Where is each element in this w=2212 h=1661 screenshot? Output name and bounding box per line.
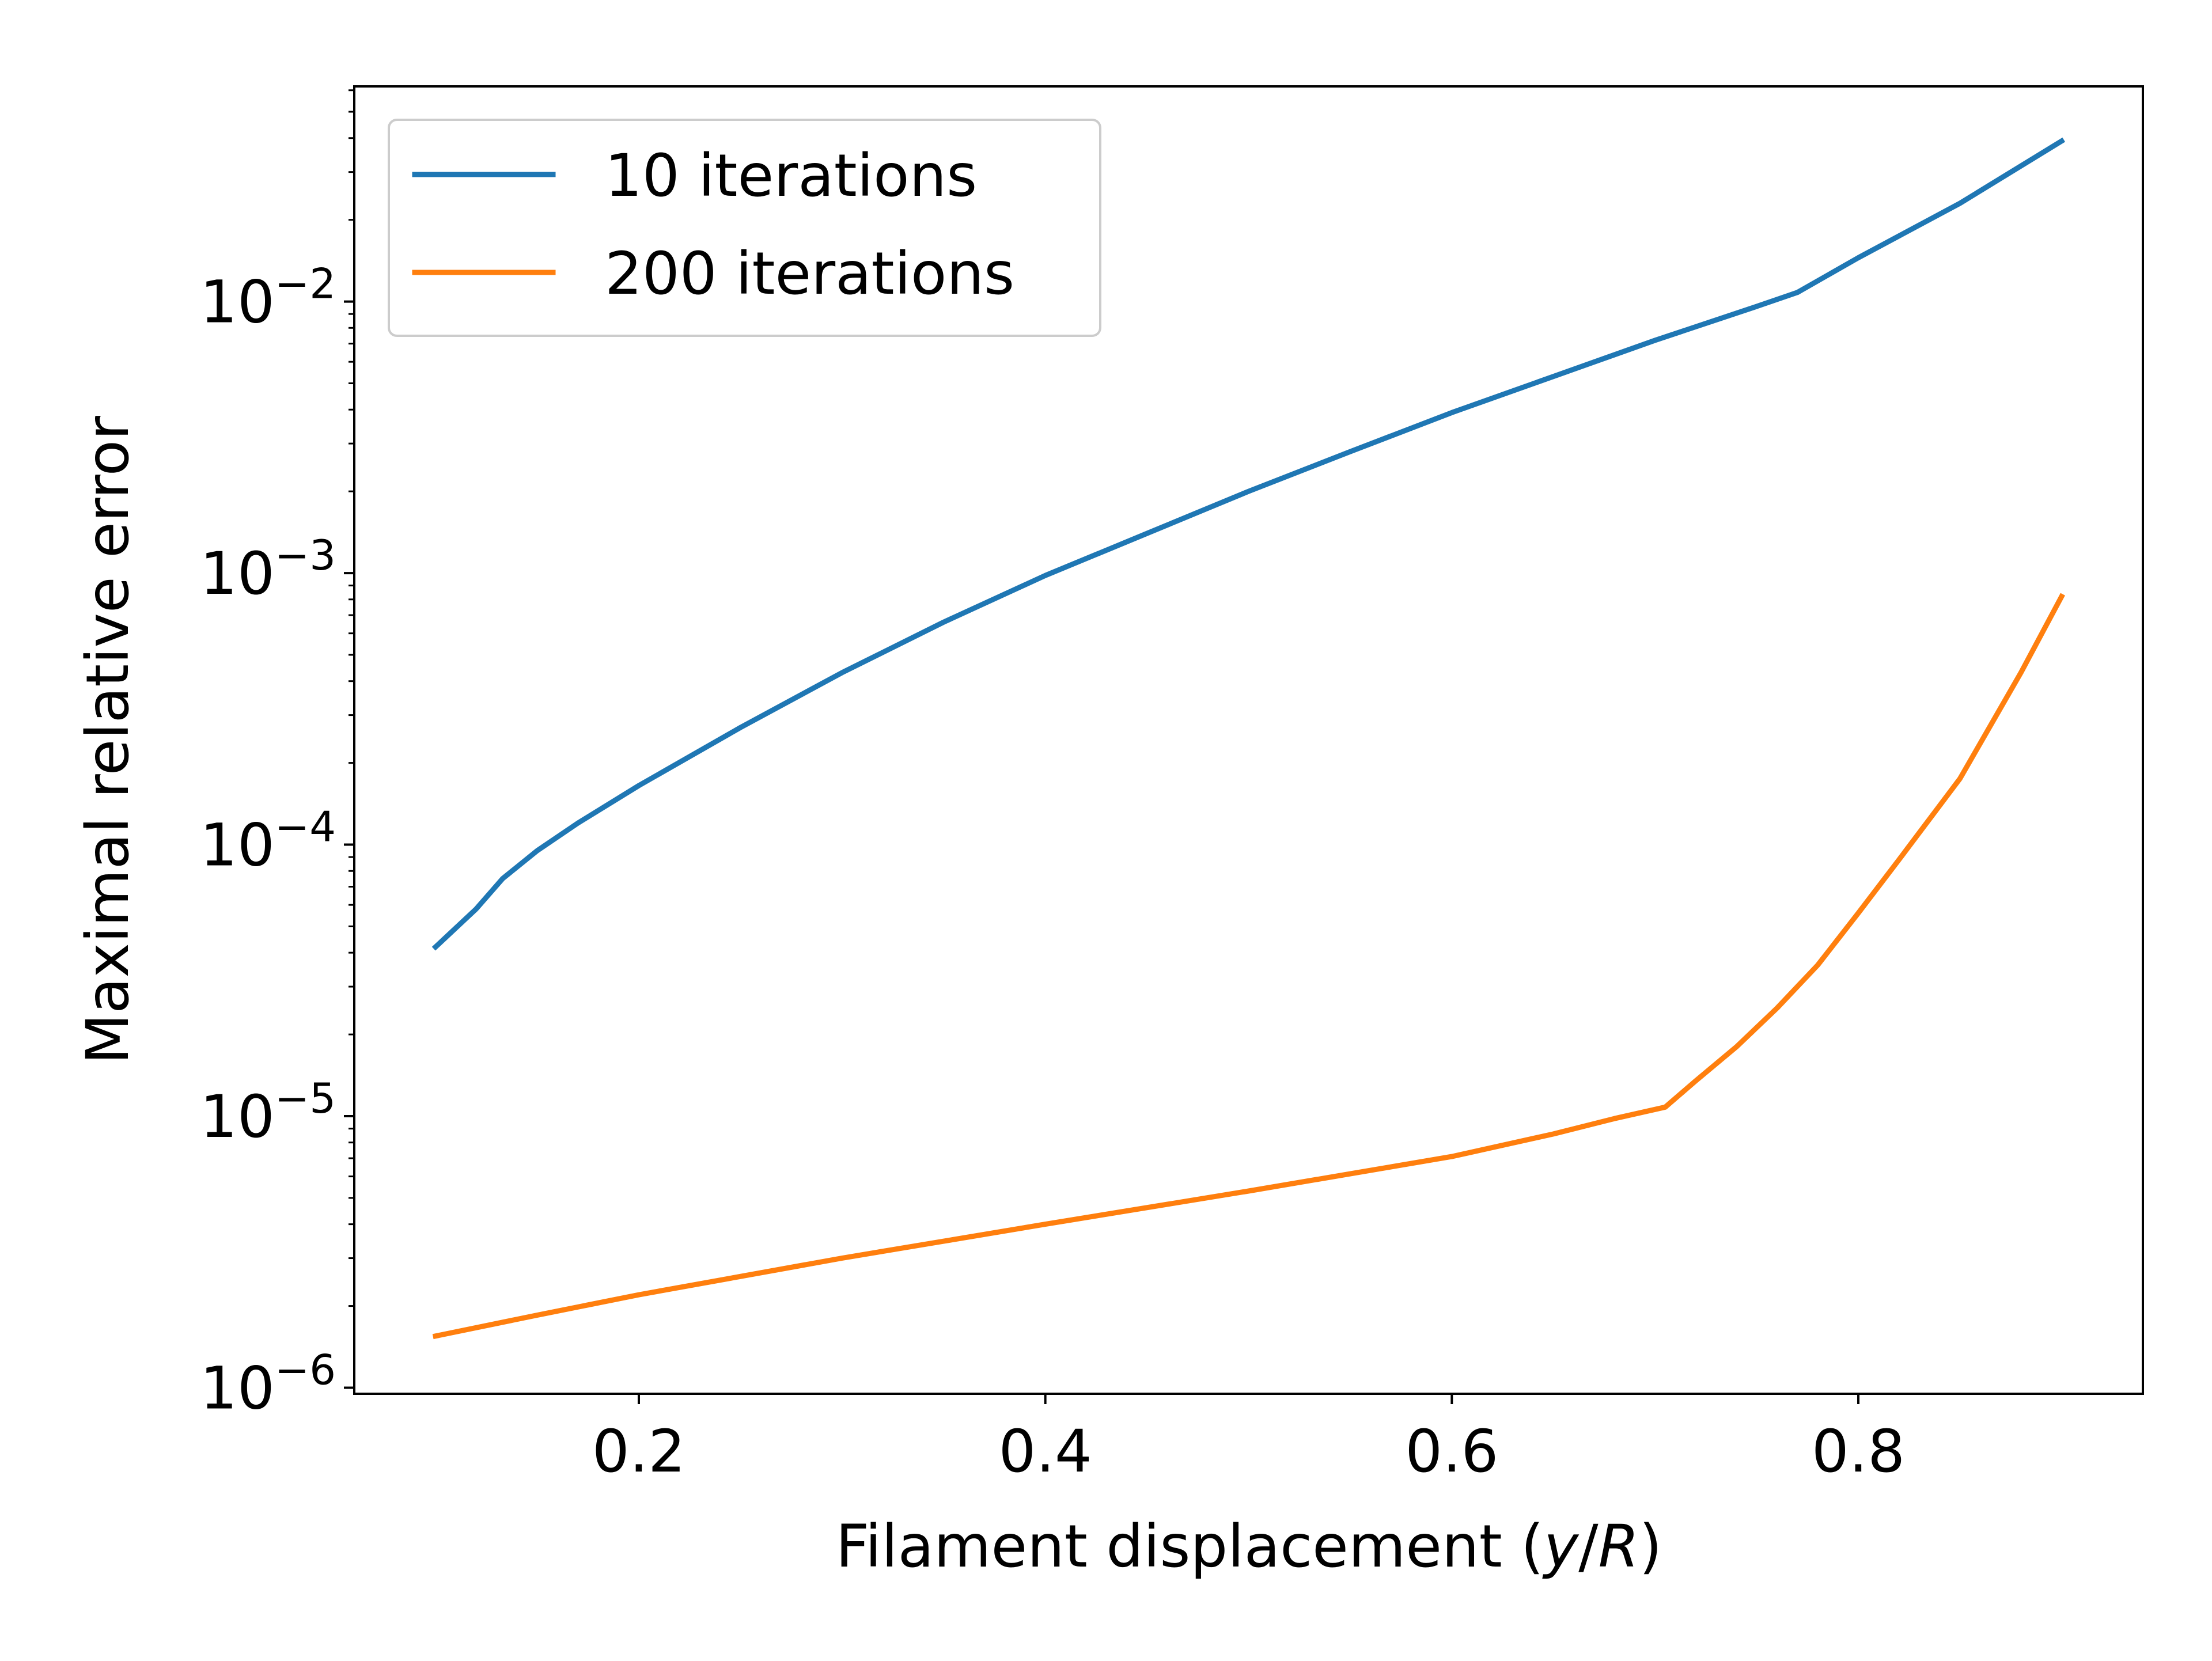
x-tick-label: 0.6 [1405, 1417, 1498, 1486]
x-axis-label-suffix: ) [1639, 1512, 1662, 1581]
plot-lines [431, 137, 2066, 1340]
x-axis-label-var-y: y [1542, 1512, 1580, 1581]
legend-box [388, 119, 1101, 337]
y-tick-label: 10−4 [200, 803, 336, 880]
x-axis-label: Filament displacement (y/R) [836, 1512, 1662, 1581]
y-tick-label: 10−3 [200, 531, 336, 608]
y-tick-label: 10−5 [200, 1074, 336, 1151]
x-axis-label-var-r: R [1599, 1512, 1639, 1581]
y-tick-label: 10−2 [200, 260, 336, 337]
y-axis-label: Maximal relative error [74, 416, 142, 1064]
series-line-10-iterations [431, 137, 2066, 951]
x-axis-label-prefix: Filament displacement ( [836, 1512, 1544, 1581]
legend-label-10-iterations: 10 iterations [605, 142, 977, 210]
x-axis-label-sep: / [1578, 1512, 1599, 1581]
y-tick-label: 10−6 [200, 1345, 336, 1423]
series-line-200-iterations [432, 593, 2065, 1340]
legend: 10 iterations 200 iterations [388, 119, 1101, 337]
x-tick-label: 0.8 [1812, 1417, 1905, 1486]
legend-label-200-iterations: 200 iterations [605, 240, 1014, 308]
x-tick-label: 0.2 [592, 1417, 685, 1486]
x-tick-label: 0.4 [999, 1417, 1092, 1486]
plot-frame [353, 85, 2144, 1395]
x-axis-ticks: 0.2 0.4 0.6 0.8 [592, 1394, 1905, 1486]
y-axis-ticks: 10−6 10−5 10−4 10−3 10−2 [200, 89, 354, 1423]
